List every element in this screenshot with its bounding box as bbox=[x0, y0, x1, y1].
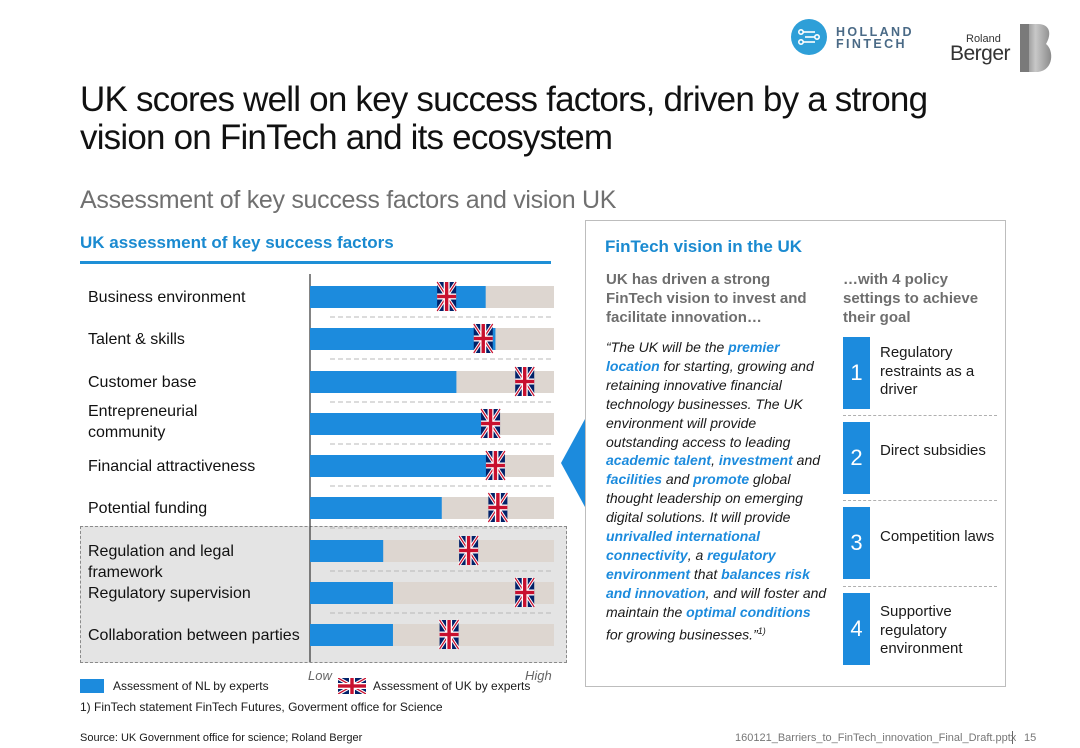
left-panel-heading: UK assessment of key success factors bbox=[80, 233, 394, 252]
category-label: Regulatory supervision bbox=[88, 585, 251, 602]
vision-heading: FinTech vision in the UK bbox=[605, 237, 803, 256]
category-label: Customer base bbox=[88, 374, 197, 391]
nl-bar bbox=[310, 286, 486, 308]
policy-divider bbox=[843, 415, 997, 416]
category-label: Entrepreneurial community bbox=[88, 403, 198, 441]
policy-divider bbox=[843, 500, 997, 501]
roland-berger-logo-berger: Berger bbox=[950, 42, 1011, 65]
nl-bar bbox=[310, 371, 457, 393]
nl-bar bbox=[310, 328, 496, 350]
policy-divider bbox=[843, 586, 997, 587]
page-number-separator bbox=[1012, 731, 1013, 744]
roland-berger-b-mark-icon bbox=[1018, 22, 1056, 74]
left-panel-rule bbox=[80, 261, 551, 264]
uk-flag-marker-icon bbox=[457, 535, 480, 566]
category-label: Regulation and legal framework bbox=[88, 543, 234, 581]
nl-bar bbox=[310, 497, 442, 519]
policy-number-1: 1 bbox=[843, 337, 870, 409]
vision-quote: “The UK will be the premier location for… bbox=[606, 339, 827, 643]
policy-label-4: Supportive regulatory environment bbox=[880, 603, 963, 657]
legend-nl-swatch bbox=[80, 679, 104, 693]
uk-flag-marker-icon bbox=[438, 619, 460, 650]
axis-high-label: High bbox=[525, 668, 552, 683]
policy-number-3: 3 bbox=[843, 507, 870, 579]
roland-berger-logo-roland: Roland bbox=[966, 33, 1001, 45]
nl-bar bbox=[310, 540, 384, 562]
uk-flag-marker-icon bbox=[435, 281, 458, 312]
legend-nl-label: Assessment of NL by experts bbox=[113, 679, 269, 693]
policy-label-2: Direct subsidies bbox=[880, 442, 986, 459]
uk-flag-marker-icon bbox=[487, 492, 509, 523]
nl-bar bbox=[310, 455, 489, 477]
category-label: Potential funding bbox=[88, 500, 208, 517]
holland-fintech-logo-text: HOLLAND FINTECH bbox=[836, 25, 914, 51]
policy-label-3: Competition laws bbox=[880, 528, 995, 545]
left-arrow-icon bbox=[561, 419, 585, 507]
page-title: UK scores well on key success factors, d… bbox=[80, 80, 928, 157]
uk-flag-marker-icon bbox=[513, 366, 536, 397]
uk-flag-marker-icon bbox=[472, 323, 495, 354]
vision-right-column-heading: …with 4 policy settings to achieve their… bbox=[843, 271, 979, 326]
nl-bar bbox=[310, 624, 393, 646]
category-label: Financial attractiveness bbox=[88, 458, 256, 475]
category-label: Business environment bbox=[88, 289, 246, 306]
uk-flag-marker-icon bbox=[484, 450, 507, 481]
policy-number-2: 2 bbox=[843, 422, 870, 494]
page-subtitle: Assessment of key success factors and vi… bbox=[80, 186, 617, 214]
category-label: Collaboration between parties bbox=[88, 627, 300, 644]
holland-fintech-logo-icon bbox=[791, 19, 827, 55]
fintech-vision-panel bbox=[585, 220, 1006, 687]
category-label: Talent & skills bbox=[88, 331, 185, 348]
policy-number-4: 4 bbox=[843, 593, 870, 665]
axis-low-label: Low bbox=[308, 668, 332, 683]
page-number: 15 bbox=[1024, 732, 1037, 744]
source-note: Source: UK Government office for science… bbox=[80, 732, 363, 744]
uk-flag-marker-icon bbox=[479, 408, 502, 439]
footnote: 1) FinTech statement FinTech Futures, Go… bbox=[80, 700, 443, 714]
legend-uk-label: Assessment of UK by experts bbox=[373, 679, 531, 693]
nl-bar bbox=[310, 582, 393, 604]
vision-left-column-heading: UK has driven a strong FinTech vision to… bbox=[606, 271, 807, 326]
nl-bar bbox=[310, 413, 489, 435]
file-name: 160121_Barriers_to_FinTech_innovation_Fi… bbox=[735, 732, 1017, 744]
legend-uk-flag-icon bbox=[337, 676, 367, 699]
policy-label-1: Regulatory restraints as a driver bbox=[880, 344, 975, 398]
uk-flag-marker-icon bbox=[513, 577, 536, 608]
